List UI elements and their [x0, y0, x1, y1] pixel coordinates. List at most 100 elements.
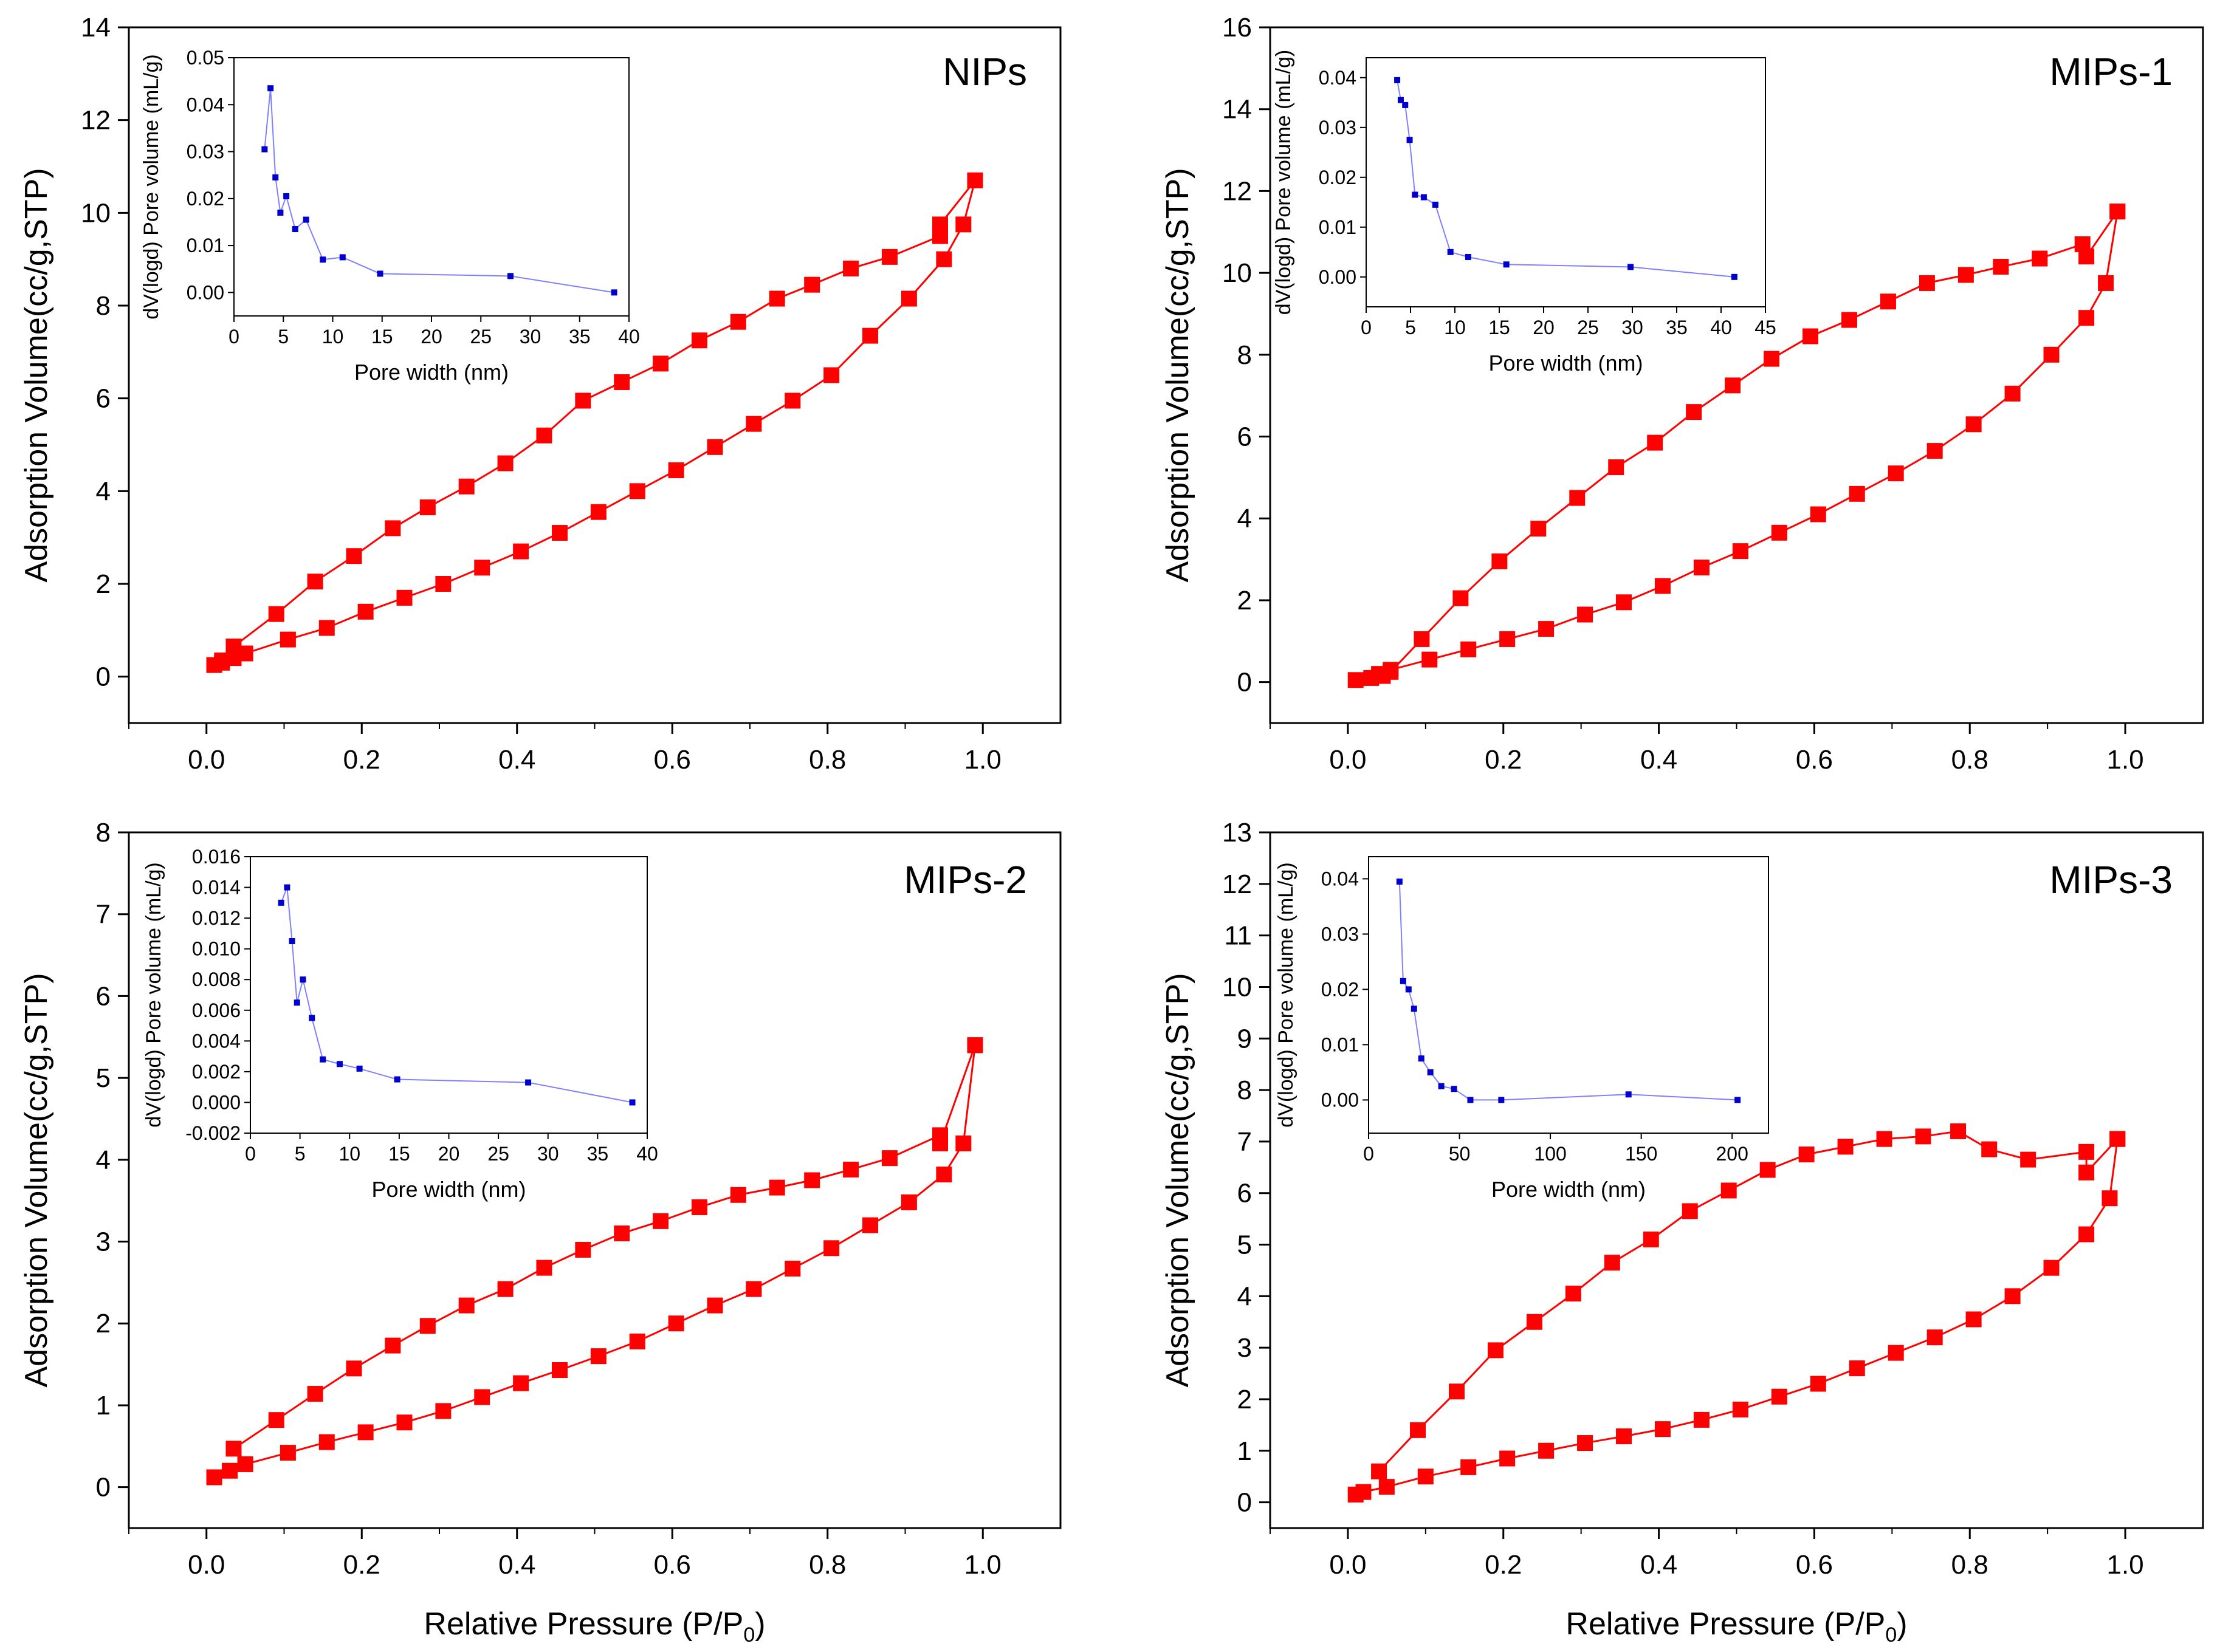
- data-point-adsorption: [435, 576, 452, 592]
- inset-data-point: [289, 938, 295, 945]
- x-tick-label: 0.4: [498, 1550, 535, 1580]
- inset-frame: [233, 57, 630, 317]
- data-point-adsorption: [318, 1434, 335, 1450]
- data-point-adsorption: [707, 1297, 723, 1314]
- data-point-adsorption: [936, 251, 952, 267]
- data-point-adsorption: [280, 631, 296, 648]
- data-point-adsorption: [1810, 506, 1826, 523]
- x-tick-label: 1.0: [964, 1550, 1002, 1580]
- x-tick-label: 0.8: [1951, 745, 1988, 775]
- data-point-adsorption: [474, 1389, 490, 1405]
- data-point-desorption: [614, 374, 630, 390]
- x-axis-label-text: Relative Pressure (P/P: [424, 1606, 743, 1642]
- data-point-adsorption: [746, 1281, 762, 1297]
- data-point-adsorption: [1732, 1401, 1748, 1417]
- data-point-adsorption: [1347, 672, 1364, 688]
- x-tick-label: 0.6: [1796, 745, 1833, 775]
- data-point-desorption: [307, 1386, 323, 1402]
- inset-chart: 0 50 100 150 200 0.00 0.01 0.02 0.03 0.04 Pore wid…: [1274, 856, 1769, 1202]
- inset-data-point: [1427, 1069, 1434, 1075]
- data-point-desorption: [2078, 1143, 2095, 1160]
- x-axis-label-close: ): [755, 1606, 765, 1642]
- inset-x-tick-label: 25: [1577, 317, 1599, 338]
- inset-y-tick-label: 0.014: [192, 877, 241, 899]
- inset-y-tick-label: 0.012: [192, 907, 241, 929]
- inset-data-point: [300, 976, 306, 983]
- inset-x-tick-label: 150: [1625, 1143, 1657, 1165]
- data-point-adsorption: [2098, 275, 2114, 291]
- y-axis-label: Adsorption Volume(cc/g,STP): [1160, 168, 1195, 582]
- inset-x-tick-label: 0: [1363, 1143, 1374, 1165]
- inset-y-tick-label: 0.008: [192, 968, 241, 990]
- x-tick-label: 0.8: [1951, 1550, 1988, 1580]
- data-point-adsorption: [1538, 1442, 1555, 1459]
- data-point-adsorption: [823, 367, 840, 383]
- panel-bottom-left: 0.0 0.2 0.4 0.6 0.8 1.0 0 1 2 3 4 5 6 7 8 MIPs-2 Adsorpt…: [19, 818, 1062, 1647]
- data-point-desorption: [1487, 1342, 1503, 1359]
- x-tick-label: 0.0: [188, 1550, 225, 1580]
- data-point-adsorption: [2004, 385, 2021, 402]
- data-point-adsorption: [955, 216, 972, 233]
- data-point-desorption: [1759, 1162, 1776, 1178]
- inset-x-tick-label: 20: [1533, 317, 1555, 338]
- inset-data-point: [1418, 1055, 1424, 1062]
- x-tick-label: 0.6: [1796, 1550, 1833, 1580]
- data-point-desorption: [1414, 631, 1430, 647]
- inset-data-point: [1400, 978, 1406, 984]
- data-point-desorption: [691, 332, 707, 349]
- y-tick-label: 6: [96, 384, 111, 414]
- data-point-desorption: [1565, 1286, 1581, 1302]
- inset-data-point: [356, 1065, 363, 1072]
- inset-x-tick-label: 50: [1449, 1143, 1471, 1165]
- y-tick-label: 13: [1222, 818, 1252, 848]
- inset-data-point: [1625, 1091, 1632, 1098]
- inset-data-point: [339, 254, 346, 261]
- inset-x-tick-label: 45: [1754, 317, 1776, 338]
- data-point-adsorption: [1355, 1484, 1372, 1500]
- data-point-desorption: [1880, 293, 1896, 310]
- inset-y-tick-label: 0.010: [192, 938, 241, 960]
- data-point-adsorption: [629, 1333, 645, 1349]
- y-tick-label: 0: [96, 662, 111, 692]
- data-point-adsorption: [552, 525, 568, 541]
- x-tick-label: 0.4: [1640, 1550, 1677, 1580]
- y-tick-label: 2: [1237, 586, 1252, 615]
- inset-x-tick-label: 30: [537, 1143, 559, 1165]
- x-axis-label: Relative Pressure (P/P0): [424, 1606, 765, 1647]
- panel-top-right: 0.0 0.2 0.4 0.6 0.8 1.0 0 2 4 6 8 10 12 14 16 MIPs-1 Ads…: [1160, 13, 2204, 775]
- data-point-adsorption: [707, 439, 723, 455]
- y-tick-label: 3: [96, 1227, 111, 1257]
- inset-data-point: [1734, 1097, 1741, 1103]
- y-tick-label: 10: [1222, 972, 1252, 1002]
- x-axis-label-subscript: 0: [743, 1623, 755, 1647]
- y-tick-label: 3: [1237, 1333, 1252, 1363]
- data-point-adsorption: [1926, 1329, 1943, 1346]
- inset-y-tick-label: 0.02: [1319, 166, 1356, 188]
- y-tick-label: 0: [1237, 668, 1252, 697]
- inset-data-point: [261, 146, 268, 153]
- data-point-adsorption: [396, 1414, 413, 1431]
- y-tick-label: 1: [96, 1391, 111, 1421]
- inset-x-tick-label: 0: [1361, 317, 1372, 338]
- data-point-desorption: [967, 1037, 983, 1054]
- data-point-adsorption: [280, 1445, 296, 1461]
- data-point-adsorption: [1693, 1411, 1710, 1428]
- inset-data-point: [278, 899, 284, 906]
- data-point-desorption: [769, 290, 785, 307]
- data-point-adsorption: [2078, 1226, 2095, 1242]
- data-point-adsorption: [1849, 1360, 1865, 1377]
- x-tick-label: 0.2: [1485, 745, 1522, 775]
- data-point-adsorption: [1378, 1479, 1395, 1495]
- inset-x-tick-label: 10: [338, 1143, 360, 1165]
- inset-data-point: [1411, 1006, 1417, 1012]
- data-point-adsorption: [1810, 1376, 1826, 1392]
- y-tick-label: 6: [1237, 422, 1252, 452]
- data-point-desorption: [1720, 1182, 1737, 1199]
- inset-frame: [1368, 856, 1769, 1134]
- data-point-desorption: [419, 1318, 436, 1334]
- data-point-desorption: [346, 1360, 362, 1377]
- data-point-desorption: [536, 1260, 552, 1276]
- data-point-adsorption: [955, 1135, 972, 1151]
- data-point-adsorption: [222, 1462, 238, 1479]
- inset-data-point: [1451, 1086, 1457, 1092]
